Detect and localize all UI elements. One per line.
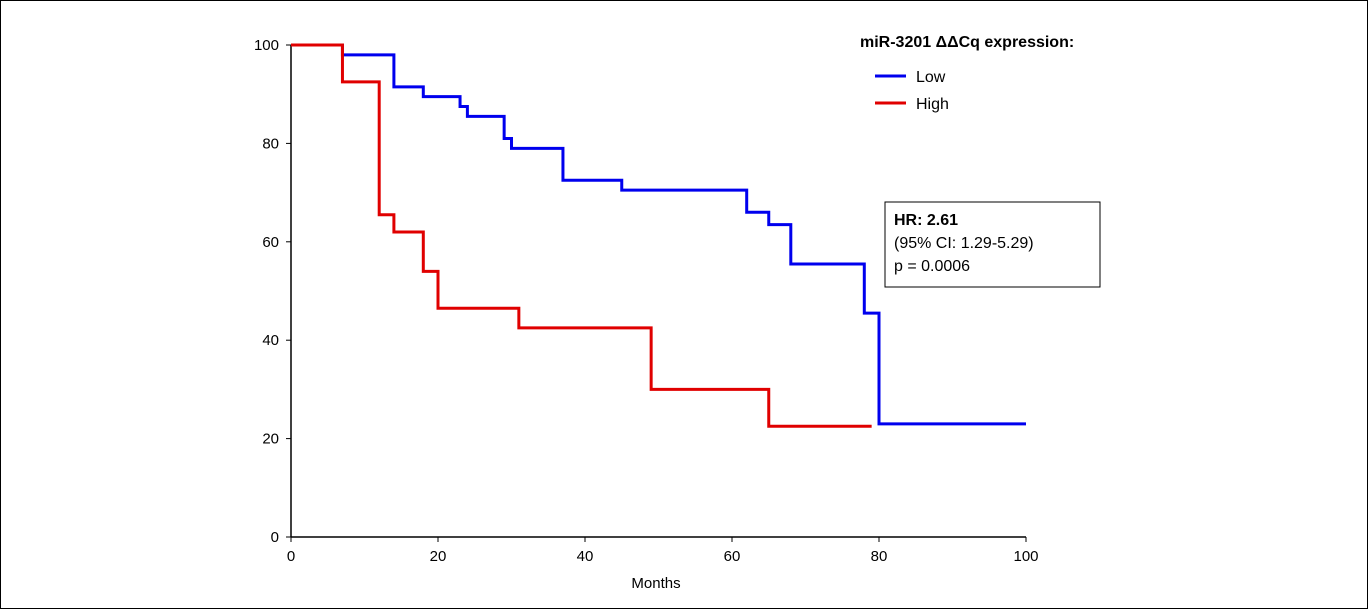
legend-label-low: Low [916,69,946,86]
x-tick-label: 40 [577,548,594,565]
y-tick-label: 0 [271,529,279,546]
x-axis-label: Months [631,575,680,592]
x-tick-label: 20 [430,548,447,565]
legend-label-high: High [916,96,949,113]
hr-box-border [884,201,1101,288]
y-tick-label: 100 [254,37,279,54]
ticks: 0 20 40 60 80 100 0 20 40 60 80 100 [254,37,1039,565]
x-tick-label: 60 [724,548,741,565]
legend: miR-3201 ΔΔCq expression: Low High [860,34,1074,113]
y-tick-label: 60 [262,234,279,251]
hr-ci: (95% CI: 1.29-5.29) [894,235,1034,252]
x-tick-label: 0 [287,548,295,565]
hr-value: HR: 2.61 [894,212,958,229]
legend-title: miR-3201 ΔΔCq expression: [860,34,1074,51]
series-group [291,43,1026,428]
hr-annotation-box: HR: 2.61 (95% CI: 1.29-5.29) p = 0.0006 [884,201,1101,288]
x-tick-label: 100 [1013,548,1038,565]
hr-p-value: p = 0.0006 [894,258,970,275]
axes [290,45,1026,538]
x-tick-label: 80 [871,548,888,565]
y-tick-label: 20 [262,431,279,448]
y-tick-label: 80 [262,135,279,152]
series-line-high [291,43,872,428]
series-line-low [291,43,1026,426]
y-tick-label: 40 [262,332,279,349]
